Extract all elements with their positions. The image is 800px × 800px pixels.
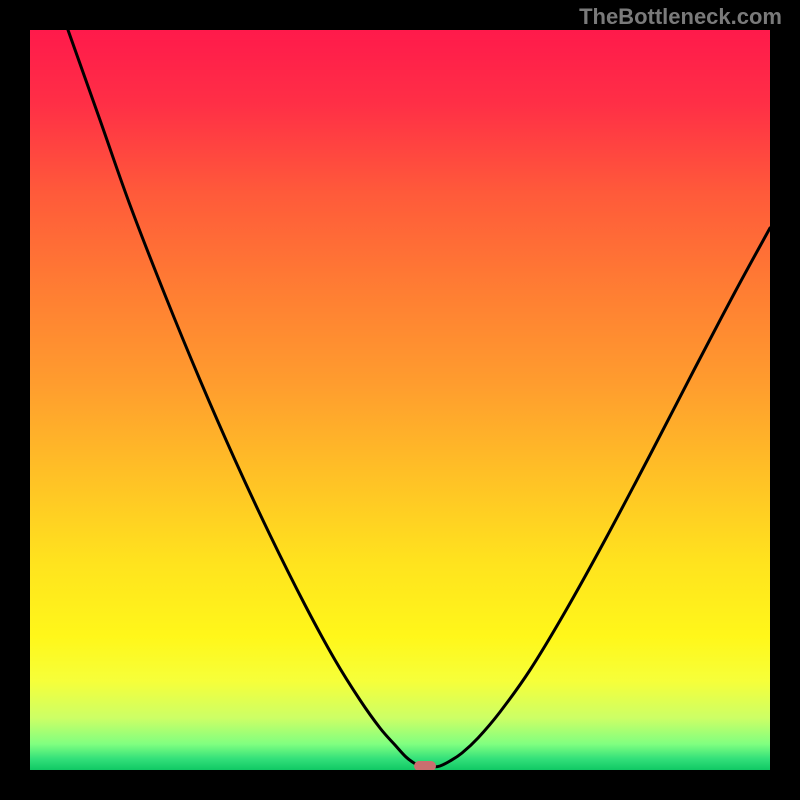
watermark-text: TheBottleneck.com: [579, 4, 782, 30]
gradient-background: [30, 30, 770, 770]
outer-frame: TheBottleneck.com: [0, 0, 800, 800]
plot-svg: [30, 30, 770, 770]
minimum-marker: [414, 761, 436, 770]
